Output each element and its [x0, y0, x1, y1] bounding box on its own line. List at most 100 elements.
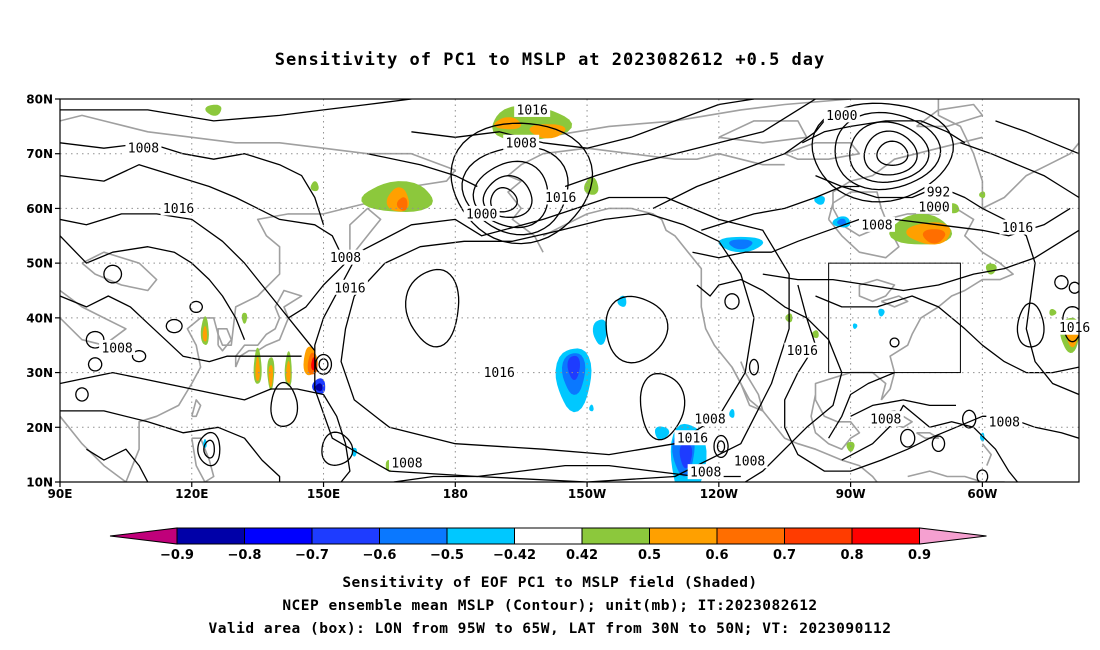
contour-label-bg-11 — [784, 342, 821, 358]
colorbar-segment-2 — [311, 527, 380, 545]
mslp-contour-20 — [815, 295, 1079, 374]
lon-label-90W: 90W — [836, 487, 866, 501]
shade-blob-21 — [315, 383, 323, 392]
colorbar: −0.9 −0.8 −0.7 −0.6 −0.5 −0.42 0.42 0.5 0.6 0.7 0.… — [109, 527, 987, 563]
coastline-5 — [191, 437, 215, 482]
shade-blob-32 — [729, 239, 753, 250]
coastline-23 — [718, 120, 808, 144]
colorbar-label-11: 0.9 — [908, 548, 931, 563]
mslp-contour-ring-23 — [1054, 275, 1069, 290]
lon-label-150W: 150W — [568, 487, 606, 501]
mslp-contour-ring-27 — [103, 264, 123, 284]
lon-label-120W: 120W — [700, 487, 738, 501]
shade-blob-14 — [268, 365, 273, 388]
shade-blob-34 — [837, 218, 846, 226]
mslp-contour-ring-38 — [748, 358, 760, 376]
lat-label-70N: 70N — [26, 147, 53, 161]
shade-blob-30 — [655, 426, 670, 440]
shade-blob-43 — [811, 330, 819, 339]
contour-label-6: 1008 — [330, 251, 361, 266]
mslp-contour-ring-7 — [849, 121, 930, 184]
contour-label-3: 1016 — [545, 191, 576, 206]
mslp-contour-7 — [60, 371, 351, 482]
shade-blob-10 — [202, 326, 208, 342]
colorbar-segment-4 — [446, 527, 515, 545]
contour-label-bg-17 — [731, 453, 768, 469]
coastline-21 — [784, 142, 861, 160]
mslp-contour-ring-37 — [1068, 281, 1079, 294]
mslp-contour-ring-0 — [450, 122, 594, 245]
mslp-contour-ring-3 — [482, 175, 533, 218]
mslp-contour-8 — [60, 410, 281, 482]
coastline-24 — [981, 443, 992, 466]
coastline-18 — [60, 289, 127, 346]
colorbar-label-2: −0.7 — [295, 548, 329, 563]
caption-shaded: Sensitivity of EOF PC1 to MSLP field (Sh… — [342, 575, 758, 591]
lat-label-40N: 40N — [26, 311, 53, 325]
shade-blob-44 — [878, 308, 885, 317]
lat-label-20N: 20N — [26, 421, 53, 435]
contour-label-bg-13 — [867, 411, 904, 427]
mslp-contour-ring-13 — [314, 353, 333, 375]
mslp-contour-11 — [411, 99, 755, 149]
mslp-contour-6 — [60, 295, 302, 363]
contour-label-1: 1008 — [506, 136, 537, 151]
colorbar-label-9: 0.7 — [773, 548, 796, 563]
contour-label-bg-21 — [916, 198, 953, 214]
shade-blob-12 — [255, 356, 260, 381]
mslp-contour-ring-15 — [713, 434, 729, 459]
mslp-contour-25 — [802, 120, 966, 144]
mslp-contour-ring-1 — [461, 146, 569, 236]
shade-blob-46 — [1049, 309, 1057, 316]
mslp-contour-14 — [652, 109, 834, 209]
shade-blob-53 — [241, 312, 248, 324]
map-frame — [59, 98, 1080, 483]
mslp-contour-ring-35 — [931, 435, 946, 453]
mslp-contour-ring-34 — [900, 428, 916, 448]
mslp-contour-ring-33 — [724, 293, 740, 310]
contour-label-bg-12 — [692, 411, 729, 427]
mslp-contour-18 — [696, 278, 843, 482]
contour-label-bg-23 — [1056, 319, 1093, 335]
coastline-16 — [916, 432, 940, 439]
mslp-contour-26 — [393, 464, 741, 482]
lat-label-50N: 50N — [26, 257, 53, 271]
shade-blob-16 — [286, 360, 291, 383]
shade-blob-8 — [310, 181, 319, 192]
contour-label-bg-2 — [463, 205, 500, 221]
shade-blob-40 — [814, 196, 825, 205]
mslp-contour-23 — [995, 120, 1079, 155]
mslp-contour-28 — [850, 399, 956, 417]
mslp-contour-ring-6 — [834, 111, 942, 191]
contour-label-17: 1008 — [734, 455, 765, 470]
colorbar-label-10: 0.8 — [840, 548, 863, 563]
lon-label-90E: 90E — [48, 487, 73, 501]
coastline-2 — [234, 289, 303, 368]
colorbar-segment-7 — [649, 527, 718, 545]
coastline-1 — [349, 207, 382, 259]
contour-label-4: 1008 — [128, 142, 159, 157]
colorbar-segment-8 — [716, 527, 785, 545]
mslp-contour-ring-25 — [189, 300, 203, 314]
shade-blob-52 — [589, 404, 594, 412]
contour-labels: 1016 1008 1000 1016 1008 1016 1008 1016 1008 1016… — [99, 101, 1093, 481]
coastline-10 — [810, 371, 887, 450]
coastline-19 — [81, 251, 158, 292]
contour-label-bg-3 — [542, 189, 579, 205]
contour-label-bg-16 — [388, 454, 425, 470]
mslp-contour-22 — [960, 142, 1079, 199]
contour-label-bg-14 — [986, 413, 1023, 429]
mslp-contour-17 — [762, 229, 1079, 292]
mslp-contour-ring-16 — [716, 440, 726, 453]
coastline-4 — [191, 399, 202, 418]
colorbar-arrow-right — [919, 527, 987, 545]
colorbar-label-0: −0.9 — [160, 548, 194, 563]
contour-label-15: 1008 — [690, 466, 721, 481]
contour-label-13: 1008 — [870, 413, 901, 428]
contour-label-11: 1016 — [787, 344, 818, 359]
colorbar-label-1: −0.8 — [228, 548, 262, 563]
mslp-contour-12 — [367, 153, 478, 188]
shade-blob-51 — [729, 409, 735, 418]
valid-area-box — [828, 262, 961, 374]
